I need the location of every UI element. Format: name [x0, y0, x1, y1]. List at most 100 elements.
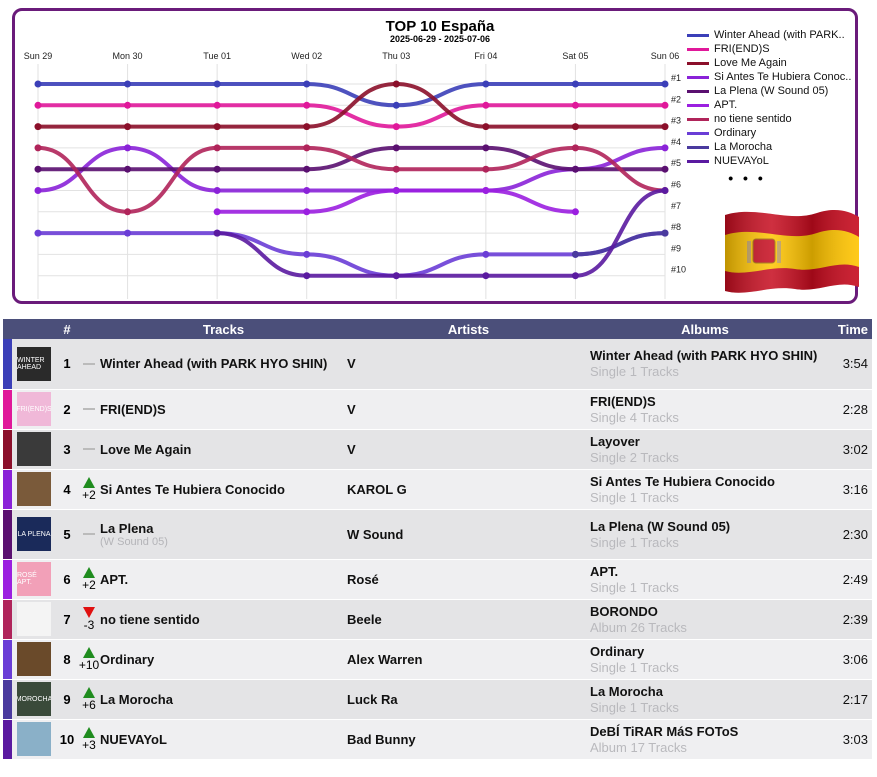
table-row[interactable]: 8 +10 Ordinary Alex Warren Ordinary Single 1 …	[3, 639, 872, 680]
chart-title: TOP 10 España	[385, 18, 495, 35]
legend-entry[interactable]: FRI(END)S	[687, 42, 857, 56]
no-change-icon	[83, 362, 95, 365]
track-title[interactable]: NUEVAYoL	[100, 731, 167, 747]
album-type: Single 1 Tracks	[590, 659, 679, 675]
album-cover[interactable]: WINTER AHEAD	[17, 346, 51, 381]
rank-move: +10	[78, 639, 100, 680]
header-albums[interactable]: Albums	[590, 319, 820, 339]
rank-move: +3	[78, 719, 100, 760]
legend-swatch	[687, 131, 709, 135]
header-time[interactable]: Time	[820, 319, 872, 339]
track-title[interactable]: La Plena	[100, 520, 154, 536]
no-change-icon	[83, 448, 95, 450]
legend-entry[interactable]: APT.	[687, 98, 857, 112]
legend-entry[interactable]: Si Antes Te Hubiera Conoc..	[687, 70, 857, 84]
album-cover[interactable]	[17, 432, 51, 466]
data-point	[571, 272, 579, 280]
legend-label: no tiene sentido	[714, 113, 792, 125]
artist-name[interactable]: V	[347, 429, 590, 470]
track-title[interactable]: Love Me Again	[100, 441, 192, 457]
table-row[interactable]: WINTER AHEAD 1 Winter Ahead (with PARK HYO…	[3, 339, 872, 390]
album-title[interactable]: BORONDO	[590, 603, 658, 619]
data-point	[124, 165, 132, 173]
track-title[interactable]: APT.	[100, 571, 129, 587]
y-tick-label: #5	[671, 158, 681, 168]
table-row[interactable]: 7 -3 no tiene sentido Beele BORONDO Album 26 …	[3, 599, 872, 640]
track-title[interactable]: La Morocha	[100, 691, 173, 707]
track-title[interactable]: no tiene sentido	[100, 611, 200, 627]
header-tracks[interactable]: Tracks	[100, 319, 347, 339]
data-point	[571, 80, 579, 88]
rank: 7	[56, 599, 78, 640]
album-cover[interactable]	[17, 642, 51, 676]
album-cover[interactable]	[17, 722, 51, 756]
artist-name[interactable]: W Sound	[347, 509, 590, 560]
legend-entry[interactable]: no tiene sentido	[687, 112, 857, 126]
album-cover[interactable]: ROSÉ APT.	[17, 562, 51, 596]
album-title[interactable]: APT.	[590, 563, 619, 579]
rank-color-bar	[3, 339, 12, 390]
rank: 3	[56, 429, 78, 470]
table-row[interactable]: FRI(END)S 2 FRI(END)S V FRI(END)S Single 4 Tr…	[3, 389, 872, 430]
track-duration: 2:39	[820, 599, 872, 640]
album-title[interactable]: Winter Ahead (with PARK HYO SHIN)	[590, 348, 818, 364]
album-cover[interactable]: MOROCHA	[17, 682, 51, 716]
legend-entry[interactable]: La Morocha	[687, 140, 857, 154]
rank-change: -3	[83, 617, 95, 632]
artist-name[interactable]: V	[347, 339, 590, 390]
track-title[interactable]: Si Antes Te Hubiera Conocido	[100, 481, 285, 497]
table-row[interactable]: LA PLENA 5 La Plena (W Sound 05) W Sound La P…	[3, 509, 872, 560]
legend-entry[interactable]: La Plena (W Sound 05)	[687, 84, 857, 98]
data-point	[392, 80, 400, 88]
legend-entry[interactable]: Winter Ahead (with PARK..	[687, 28, 857, 42]
artist-name[interactable]: Bad Bunny	[347, 719, 590, 760]
artist-name[interactable]: V	[347, 389, 590, 430]
table-row[interactable]: ROSÉ APT. 6 +2 APT. Rosé APT. Single 1 Tracks 2…	[3, 559, 872, 600]
rank-move: +2	[78, 559, 100, 600]
table-row[interactable]: 10 +3 NUEVAYoL Bad Bunny DeBÍ TiRAR MáS FOTo…	[3, 719, 872, 760]
track-title[interactable]: Winter Ahead (with PARK HYO SHIN)	[100, 356, 328, 372]
rank-change: +2	[82, 487, 96, 502]
album-title[interactable]: Ordinary	[590, 643, 645, 659]
rank-color-bar	[3, 559, 12, 600]
album-title[interactable]: Si Antes Te Hubiera Conocido	[590, 473, 775, 489]
data-point	[303, 144, 311, 152]
header-rank[interactable]: #	[56, 319, 78, 339]
artist-name[interactable]: Alex Warren	[347, 639, 590, 680]
legend-entry[interactable]: Love Me Again	[687, 56, 857, 70]
table-row[interactable]: MOROCHA 9 +6 La Morocha Luck Ra La Morocha Sin…	[3, 679, 872, 720]
artist-name[interactable]: Luck Ra	[347, 679, 590, 720]
data-point	[303, 187, 311, 194]
data-point	[482, 144, 490, 152]
header-artists[interactable]: Artists	[347, 319, 590, 339]
artist-name[interactable]: Rosé	[347, 559, 590, 600]
album-cover[interactable]: FRI(END)S	[17, 392, 51, 426]
legend-swatch	[687, 117, 709, 121]
rank: 4	[56, 469, 78, 510]
legend-more[interactable]: • • •	[728, 170, 766, 186]
rank-color-bar	[3, 719, 12, 760]
data-point	[124, 208, 132, 216]
album-title[interactable]: Layover	[590, 433, 640, 449]
album-cover[interactable]	[17, 472, 51, 506]
album-type: Single 1 Tracks	[590, 489, 679, 505]
table-row[interactable]: 4 +2 Si Antes Te Hubiera Conocido KAROL G Si…	[3, 469, 872, 510]
album-title[interactable]: La Morocha	[590, 683, 663, 699]
track-title[interactable]: FRI(END)S	[100, 401, 166, 417]
legend-entry[interactable]: Ordinary	[687, 126, 857, 140]
album-title[interactable]: FRI(END)S	[590, 393, 656, 409]
artist-name[interactable]: Beele	[347, 599, 590, 640]
album-title[interactable]: DeBÍ TiRAR MáS FOToS	[590, 723, 739, 739]
album-title[interactable]: La Plena (W Sound 05)	[590, 518, 731, 534]
legend-entry[interactable]: NUEVAYoL	[687, 154, 857, 168]
chart-panel: Sun 29 Mon 30 Tue 01 Wed 02 Thu 03 Fri 04 Sat …	[12, 8, 859, 304]
data-point	[482, 272, 490, 280]
track-title[interactable]: Ordinary	[100, 651, 155, 667]
artist-name[interactable]: KAROL G	[347, 469, 590, 510]
album-cover[interactable]: LA PLENA	[17, 517, 51, 551]
table-row[interactable]: 3 Love Me Again V Layover Single 2 Tracks 3:0…	[3, 429, 872, 470]
legend-label: La Plena (W Sound 05)	[714, 85, 829, 97]
data-point	[482, 123, 490, 131]
album-cover[interactable]	[17, 602, 51, 636]
legend-swatch	[687, 145, 709, 149]
